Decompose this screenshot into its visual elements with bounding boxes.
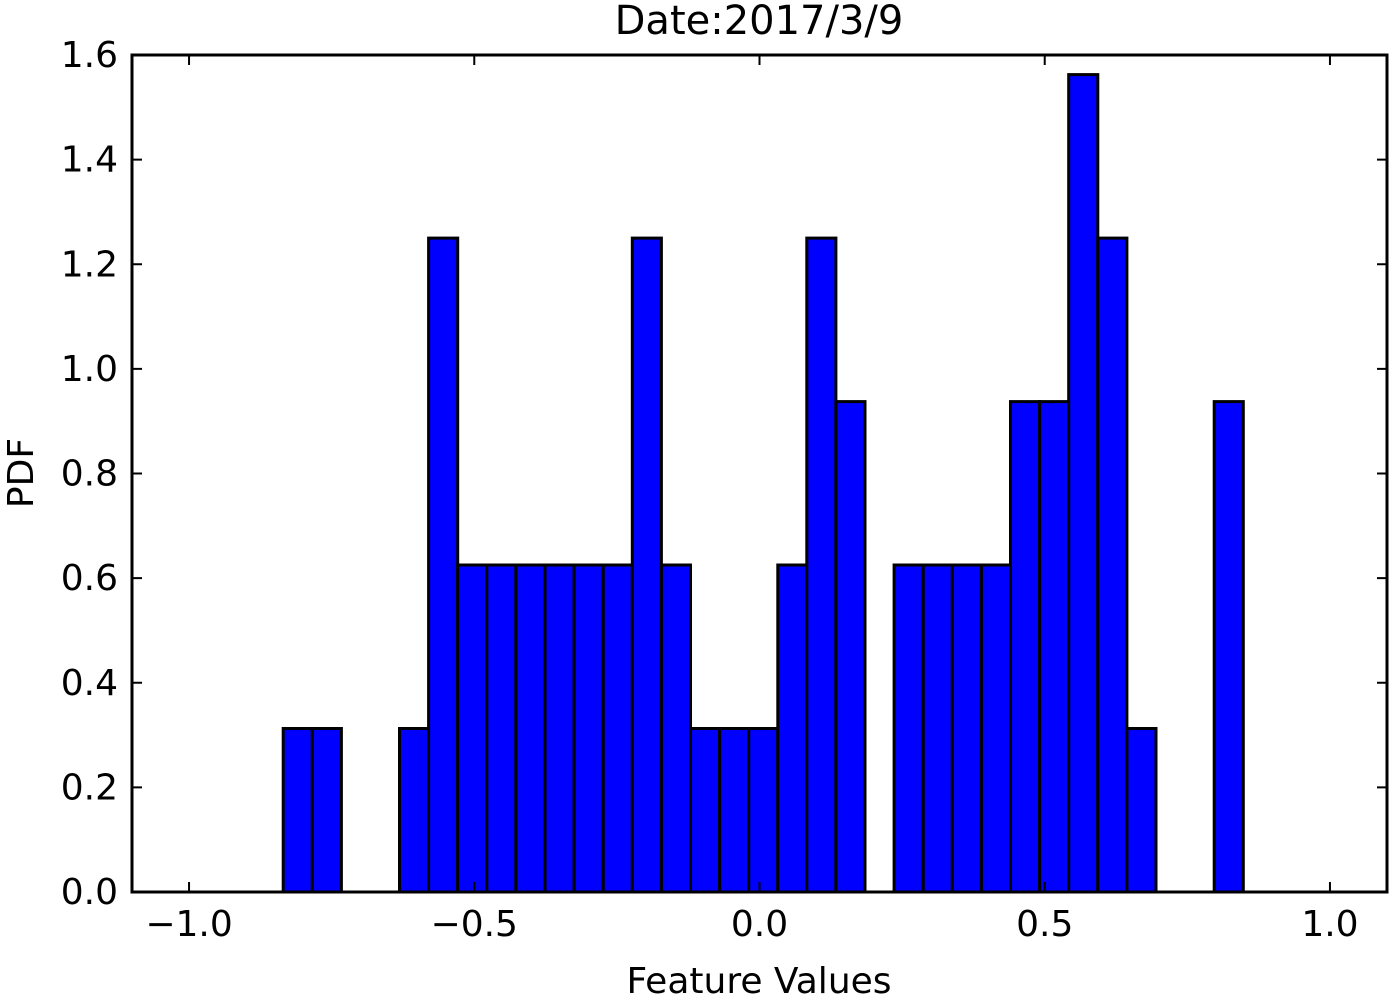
y-tick-label-1: 0.2 (61, 767, 118, 808)
histogram-bar-5 (485, 563, 518, 894)
histogram-bar-1 (310, 727, 343, 894)
y-tick-label-5: 1.0 (61, 349, 118, 390)
histogram-bar-9 (601, 563, 634, 894)
histogram-bar-13 (718, 727, 751, 894)
histogram-bar-23 (1038, 400, 1071, 894)
histogram-bar-27 (1212, 400, 1245, 894)
x-tick-label-3: 0.5 (1016, 904, 1073, 945)
chart-title: Date:2017/3/9 (615, 0, 904, 44)
histogram-bar-19 (921, 563, 954, 894)
y-tick-label-0: 0.0 (61, 872, 118, 913)
y-tick-label-4: 0.8 (61, 454, 118, 495)
y-tick-label-2: 0.4 (61, 663, 118, 704)
histogram-bar-26 (1125, 727, 1158, 894)
histogram-bar-12 (689, 727, 722, 894)
x-tick-label-2: 0.0 (731, 904, 788, 945)
x-axis-label: Feature Values (626, 961, 891, 1001)
histogram-bar-3 (427, 236, 460, 894)
histogram-bar-14 (747, 727, 780, 894)
y-axis-label: PDF (1, 438, 42, 508)
y-tick-label-6: 1.2 (61, 244, 118, 285)
y-tick-label-8: 1.6 (61, 35, 118, 76)
plot-frame (130, 53, 1389, 894)
histogram-bar-25 (1096, 236, 1129, 894)
histogram-bar-18 (892, 563, 925, 894)
histogram-bar-17 (834, 400, 867, 894)
histogram-bar-21 (979, 563, 1013, 894)
bars-group (281, 73, 1245, 894)
x-tick-label-0: −1.0 (145, 904, 232, 945)
histogram-bar-8 (572, 563, 605, 894)
y-tick-label-3: 0.6 (61, 558, 118, 599)
histogram-bar-15 (776, 563, 809, 894)
histogram-bar-20 (950, 563, 983, 894)
histogram-bar-7 (543, 563, 576, 894)
x-tick-label-1: −0.5 (431, 904, 518, 945)
histogram-bar-24 (1067, 73, 1100, 894)
x-tick-label-4: 1.0 (1301, 904, 1358, 945)
histogram-bar-2 (398, 727, 431, 894)
histogram-bar-11 (659, 563, 693, 894)
histogram-bar-0 (281, 727, 314, 894)
histogram-bar-10 (630, 236, 663, 894)
histogram-bar-6 (514, 563, 547, 894)
histogram-bar-4 (456, 563, 489, 894)
y-tick-label-7: 1.4 (61, 140, 118, 181)
ticks-group: −1.0 −0.5 0.0 0.5 1.0 0.0 0.2 0.4 0.6 0.8 1.0 1.2 1.… (61, 35, 1387, 945)
histogram-bar-22 (1009, 400, 1042, 894)
histogram-bar-16 (805, 236, 838, 894)
